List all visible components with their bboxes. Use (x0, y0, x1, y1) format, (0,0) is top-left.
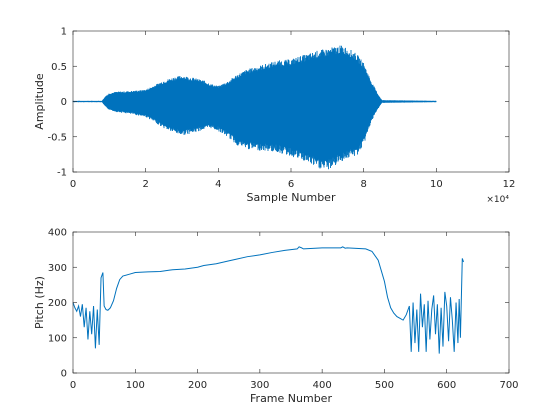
pitch-y-axis-label: Pitch (Hz) (33, 276, 46, 329)
y-tick-label: 200 (48, 298, 67, 309)
x-tick-label: 100 (126, 380, 145, 391)
waveform-line (72, 45, 437, 170)
waveform-x-axis-label: Sample Number (247, 191, 336, 204)
pitch-x-axis-label: Frame Number (250, 392, 332, 405)
waveform-ticks: 0 2 4 6 8 10 12 -1 -0.5 0 0.5 1 (47, 27, 515, 191)
x-tick-label: 400 (313, 380, 332, 391)
y-tick-label: 0 (61, 369, 67, 380)
y-tick-label: -1 (57, 168, 67, 179)
x-tick-label: 2 (142, 179, 148, 190)
y-tick-label: 0.5 (51, 62, 67, 73)
x-tick-label: 12 (503, 179, 516, 190)
x-tick-label: 0 (70, 380, 76, 391)
pitch-ticks: 0 100 200 300 400 500 600 700 0 100 200 300 400 (48, 228, 519, 392)
x-tick-label: 0 (70, 179, 76, 190)
pitch-line (72, 246, 465, 354)
x-tick-label: 200 (188, 380, 207, 391)
pitch-axes: 0 100 200 300 400 500 600 700 0 100 200 300 400 Fram… (33, 228, 519, 406)
x-tick-label: 4 (215, 179, 221, 190)
waveform-y-axis-label: Amplitude (33, 73, 46, 130)
waveform-axes: 0 2 4 6 8 10 12 -1 -0.5 0 0.5 1 Sample Number Ampli… (33, 27, 515, 206)
x-tick-label: 300 (250, 380, 269, 391)
y-tick-label: 100 (48, 333, 67, 344)
waveform-x-exponent-label: ×10⁴ (486, 195, 509, 205)
y-tick-label: 400 (48, 228, 67, 239)
y-tick-label: 300 (48, 263, 67, 274)
x-tick-label: 500 (375, 380, 394, 391)
pitch-axes-box (72, 231, 510, 374)
x-tick-label: 6 (288, 179, 294, 190)
x-tick-label: 600 (437, 380, 456, 391)
y-tick-label: 1 (61, 27, 67, 38)
x-tick-label: 10 (430, 179, 443, 190)
waveform-axes-box (72, 30, 510, 173)
x-tick-label: 8 (360, 179, 366, 190)
y-tick-label: -0.5 (47, 132, 67, 143)
x-tick-label: 700 (499, 380, 518, 391)
y-tick-label: 0 (61, 97, 67, 108)
